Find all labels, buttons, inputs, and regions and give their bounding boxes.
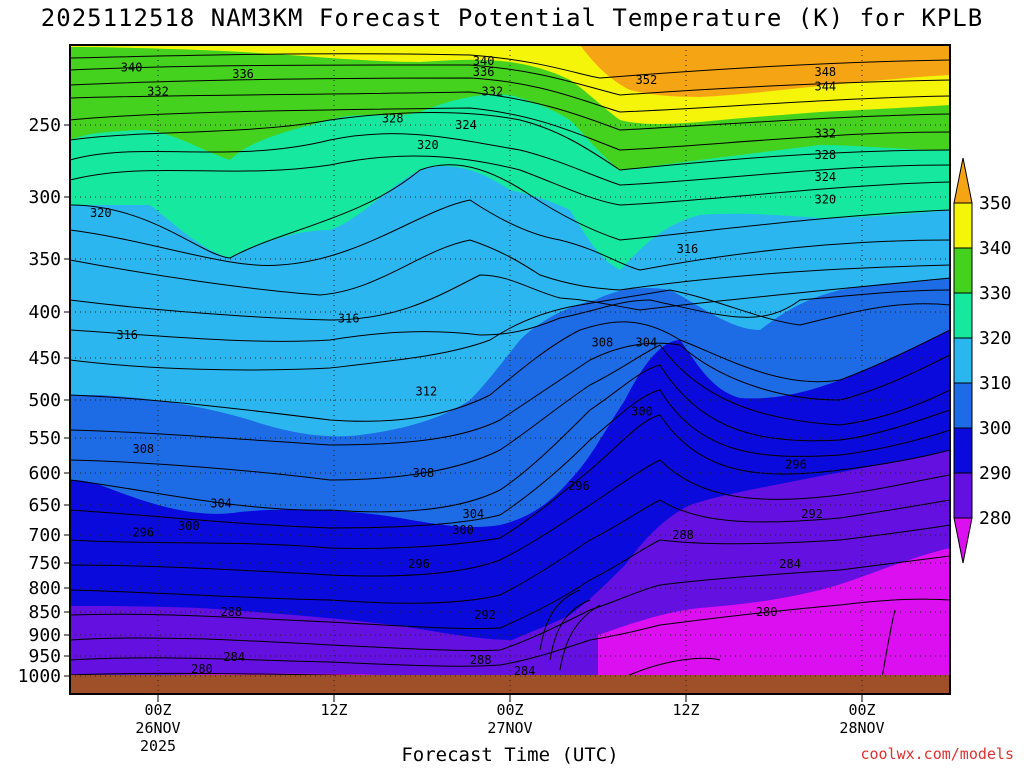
contour-label: 300 [452,523,474,537]
credit-text: coolwx.com/models [860,745,1014,763]
colorbar-tick-label: 320 [979,328,1012,349]
y-tick-label: 700 [28,525,61,546]
contour-label: 332 [147,84,169,98]
contour-label: 336 [232,67,254,81]
x-tick-date: 26NOV [135,719,180,737]
y-tick-label: 750 [28,553,61,574]
contour-label: 328 [382,112,404,126]
contour-label: 296 [568,479,590,493]
contour-label: 308 [132,442,154,456]
contour-label: 344 [814,80,836,94]
contour-label: 284 [779,557,801,571]
x-tick-label: 00Z [144,701,171,719]
y-tick-label: 900 [28,625,61,646]
colorbar-tick-label: 350 [979,193,1012,214]
contour-label: 324 [814,170,836,184]
y-tick-label: 600 [28,463,61,484]
contour-label: 296 [408,557,430,571]
contour-label: 332 [482,84,504,98]
y-tick-label: 400 [28,302,61,323]
contour-label: 308 [592,335,614,349]
contour-label: 304 [210,497,232,511]
contour-label: 296 [132,526,154,540]
contour-label: 316 [338,311,360,325]
contour-label: 300 [631,404,653,418]
colorbar-band [953,337,973,384]
contour-label: 300 [178,519,200,533]
gridlines [70,45,950,694]
contour-label: 292 [801,507,823,521]
contour-label: 340 [473,54,495,68]
chart-title: 2025112518 NAM3KM Forecast Potential Tem… [40,4,984,32]
colorbar-band [953,292,973,339]
contour-label: 280 [756,605,778,619]
contour-label: 320 [90,206,112,220]
y-tick-label: 250 [28,115,61,136]
contour-label: 328 [814,148,836,162]
contour-label: 332 [814,127,836,141]
y-tick-label: 650 [28,495,61,516]
contour-label: 292 [474,608,496,622]
contour-label: 284 [223,650,245,664]
band-below-280 [598,548,950,694]
contour-label: 304 [636,335,658,349]
y-tick-label: 450 [28,348,61,369]
ground-strip [70,675,950,694]
contour-label: 288 [672,528,694,542]
y-tick-label: 1000 [18,666,61,687]
y-tick-label: 350 [28,249,61,270]
contour-label: 348 [814,65,836,79]
x-tick-date: 28NOV [839,719,884,737]
y-tick-label: 300 [28,187,61,208]
contour-label: 320 [814,192,836,206]
colorbar-tick-label: 330 [979,283,1012,304]
x-axis-label: Forecast Time (UTC) [401,744,619,766]
colorbar-band [953,202,973,249]
contour-label: 336 [473,65,495,79]
y-tick-label: 800 [28,578,61,599]
colorbar: 350 340 330 320 310 300 290 280 [953,157,1012,564]
contour-label: 316 [677,242,699,256]
contour-label: 296 [785,458,807,472]
colorbar-band [953,382,973,429]
colorbar-band [953,472,973,519]
colorbar-band [953,157,973,204]
contour-label: 288 [470,653,492,667]
x-tick-year: 2025 [140,737,176,755]
contour-label: 352 [636,73,658,87]
y-tick-label: 550 [28,428,61,449]
colorbar-band [953,517,973,564]
colorbar-tick-label: 290 [979,463,1012,484]
y-tick-label: 850 [28,602,61,623]
x-tick-label: 00Z [496,701,523,719]
contour-label: 340 [121,60,143,74]
y-tick-label: 500 [28,390,61,411]
x-tick-label: 00Z [848,701,875,719]
contour-label: 324 [455,118,477,132]
colorbar-tick-label: 280 [979,508,1012,529]
contour-label: 304 [462,507,484,521]
x-tick-date: 27NOV [487,719,532,737]
colorbar-band [953,247,973,294]
contour-label: 280 [191,662,213,676]
contour-label: 320 [417,138,439,152]
colorbar-tick-label: 340 [979,238,1012,259]
contour-label: 308 [413,466,435,480]
x-tick-label: 12Z [672,701,699,719]
y-tick-label: 950 [28,646,61,667]
y-axis: 2503003504004505005506006507007508008509… [18,115,70,687]
colorbar-tick-label: 300 [979,418,1012,439]
x-tick-label: 12Z [320,701,347,719]
colorbar-tick-label: 310 [979,373,1012,394]
band-350-plus [580,45,950,97]
contour-label: 316 [116,328,138,342]
temperature-field [70,45,950,694]
contour-label: 284 [514,664,536,678]
contour-label: 288 [220,605,242,619]
contour-label: 312 [416,385,438,399]
colorbar-band [953,427,973,474]
